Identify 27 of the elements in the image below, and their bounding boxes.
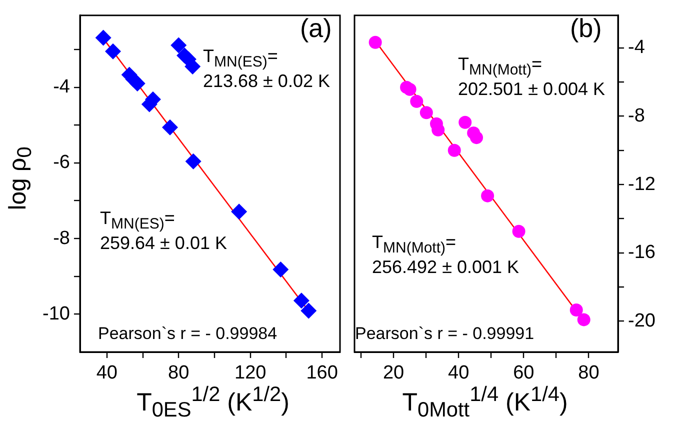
annotation: T$_{MN(Mott)}$= 202.501 ± 0.004 K	[458, 54, 605, 100]
x-tick-label: 80	[168, 362, 190, 384]
y-tick-label: -8	[628, 105, 645, 126]
annotation: Pearson`s r = - 0.99984	[98, 324, 278, 344]
x-tick-label: 20	[382, 362, 404, 384]
x-axis-title: T$_{0Mott}$$^{1/4}$ (K$^{1/4}$)	[401, 383, 569, 422]
y-tick-label: -4	[628, 37, 646, 58]
y-tick-label: -12	[628, 174, 656, 195]
annotation: (a)	[300, 13, 332, 44]
y-tick-label: -20	[628, 310, 656, 332]
y-tick-label: -8	[53, 228, 70, 249]
annotation: (b)	[570, 13, 602, 44]
x-tick-label: 60	[513, 362, 534, 384]
annotation: Pearson`s r = - 0.99991	[355, 324, 534, 344]
x-axis-title: T$_{0ES}$$^{1/2}$ (K$^{1/2}$)	[136, 383, 290, 422]
y-tick-label: -6	[53, 152, 70, 174]
x-tick-label: 40	[96, 362, 118, 384]
y-tick-label: -10	[42, 303, 70, 324]
x-tick-label: 80	[578, 362, 600, 384]
x-tick-label: 40	[448, 362, 470, 384]
annotation: T$_{MN(Mott)}$= 256.492 ± 0.001 K	[372, 232, 519, 278]
annotation: T$_{MN(ES)}$= 213.68 ± 0.02 K	[203, 46, 330, 92]
y-tick-label: -4	[53, 76, 70, 98]
annotation: T$_{MN(ES)}$= 259.64 ± 0.01 K	[100, 208, 227, 254]
x-tick-label: 160	[306, 362, 338, 384]
y-tick-label: -16	[628, 242, 656, 264]
x-tick-label: 120	[234, 362, 266, 384]
